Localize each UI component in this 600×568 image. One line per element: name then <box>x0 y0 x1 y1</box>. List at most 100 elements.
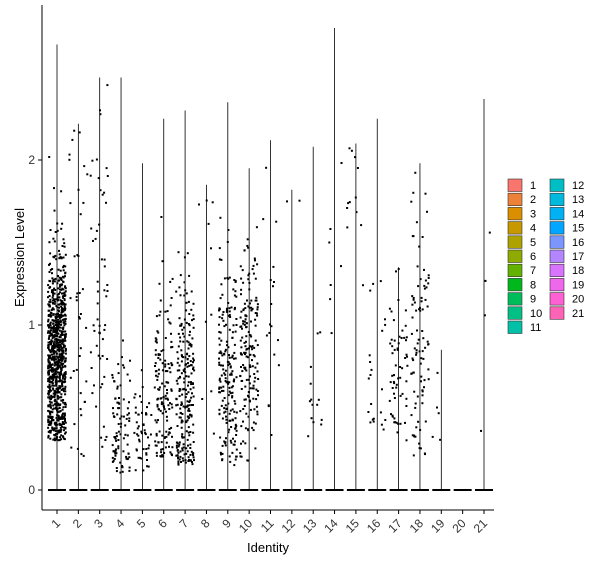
data-point <box>57 364 60 366</box>
data-point <box>229 419 232 422</box>
data-point <box>64 339 67 342</box>
data-point <box>98 223 101 226</box>
data-point <box>117 423 120 425</box>
data-point <box>154 353 157 356</box>
data-point <box>418 308 421 311</box>
data-point <box>62 269 65 272</box>
data-point <box>51 333 54 336</box>
data-point <box>138 438 141 441</box>
legend-item-20: 20 <box>549 292 584 306</box>
data-point <box>254 324 257 327</box>
data-point <box>255 226 258 229</box>
data-point <box>171 406 174 409</box>
data-point <box>101 445 104 448</box>
data-point <box>64 314 67 317</box>
data-point <box>111 374 114 376</box>
data-point <box>235 425 238 427</box>
data-point <box>183 318 186 321</box>
data-point <box>165 410 167 413</box>
data-point <box>135 421 138 424</box>
data-point <box>189 360 192 363</box>
data-point <box>220 283 223 286</box>
data-point <box>57 296 60 299</box>
data-point <box>158 386 161 389</box>
data-point <box>56 296 59 299</box>
data-point <box>56 341 59 344</box>
data-point <box>63 306 66 309</box>
data-point <box>60 379 63 382</box>
data-point <box>178 317 181 320</box>
data-point <box>92 239 94 242</box>
data-point <box>57 287 60 290</box>
data-point <box>122 437 125 440</box>
data-point <box>192 431 195 434</box>
data-point <box>53 422 56 425</box>
x-tick-label: 2 <box>70 516 85 531</box>
data-point <box>58 376 61 379</box>
data-point <box>240 310 243 313</box>
data-point <box>129 379 131 382</box>
data-point <box>47 367 50 370</box>
data-point <box>56 222 59 225</box>
data-point <box>170 297 173 299</box>
legend-label: 1 <box>530 180 536 192</box>
data-point <box>421 350 424 353</box>
data-point <box>47 418 50 421</box>
data-point <box>401 367 404 370</box>
data-point <box>60 323 63 326</box>
data-point <box>58 410 61 413</box>
legend-swatch <box>507 235 523 249</box>
data-point <box>140 401 143 403</box>
data-point <box>169 304 172 307</box>
data-point <box>81 288 84 291</box>
data-point <box>218 316 221 319</box>
data-point <box>412 371 415 374</box>
data-point <box>420 357 423 360</box>
data-point <box>254 318 257 321</box>
data-point <box>270 434 273 436</box>
data-point <box>49 350 52 353</box>
data-point <box>49 366 52 369</box>
data-point <box>418 245 421 248</box>
data-point <box>49 329 52 332</box>
data-point <box>102 425 105 428</box>
legend-label: 4 <box>530 223 536 235</box>
data-point <box>101 193 104 196</box>
data-point <box>63 309 66 312</box>
data-point <box>250 309 253 312</box>
data-point <box>227 314 230 317</box>
data-point <box>298 199 301 202</box>
legend-swatch <box>549 263 565 278</box>
data-point <box>155 454 158 457</box>
data-point <box>118 397 120 399</box>
data-point <box>182 446 185 449</box>
data-point <box>421 389 424 392</box>
data-point <box>155 451 158 454</box>
data-point <box>218 361 221 364</box>
data-point <box>245 322 248 325</box>
data-point <box>78 316 80 319</box>
data-point <box>390 413 392 416</box>
data-point <box>382 428 385 431</box>
data-point <box>418 350 421 353</box>
data-point <box>57 268 60 271</box>
data-point <box>47 415 50 418</box>
data-point <box>192 404 194 406</box>
data-point <box>240 455 243 458</box>
data-point <box>255 388 258 391</box>
data-point <box>64 385 67 388</box>
data-point <box>184 461 187 464</box>
data-point <box>96 290 99 293</box>
data-point <box>175 444 178 447</box>
data-point <box>51 334 54 337</box>
data-point <box>248 364 251 367</box>
data-point <box>48 156 51 158</box>
data-point <box>175 454 178 457</box>
data-point <box>60 227 63 230</box>
data-point <box>163 406 165 409</box>
data-point <box>52 313 55 316</box>
data-point <box>52 438 55 441</box>
data-point <box>144 431 147 434</box>
data-point <box>53 356 56 359</box>
data-point <box>160 397 163 400</box>
